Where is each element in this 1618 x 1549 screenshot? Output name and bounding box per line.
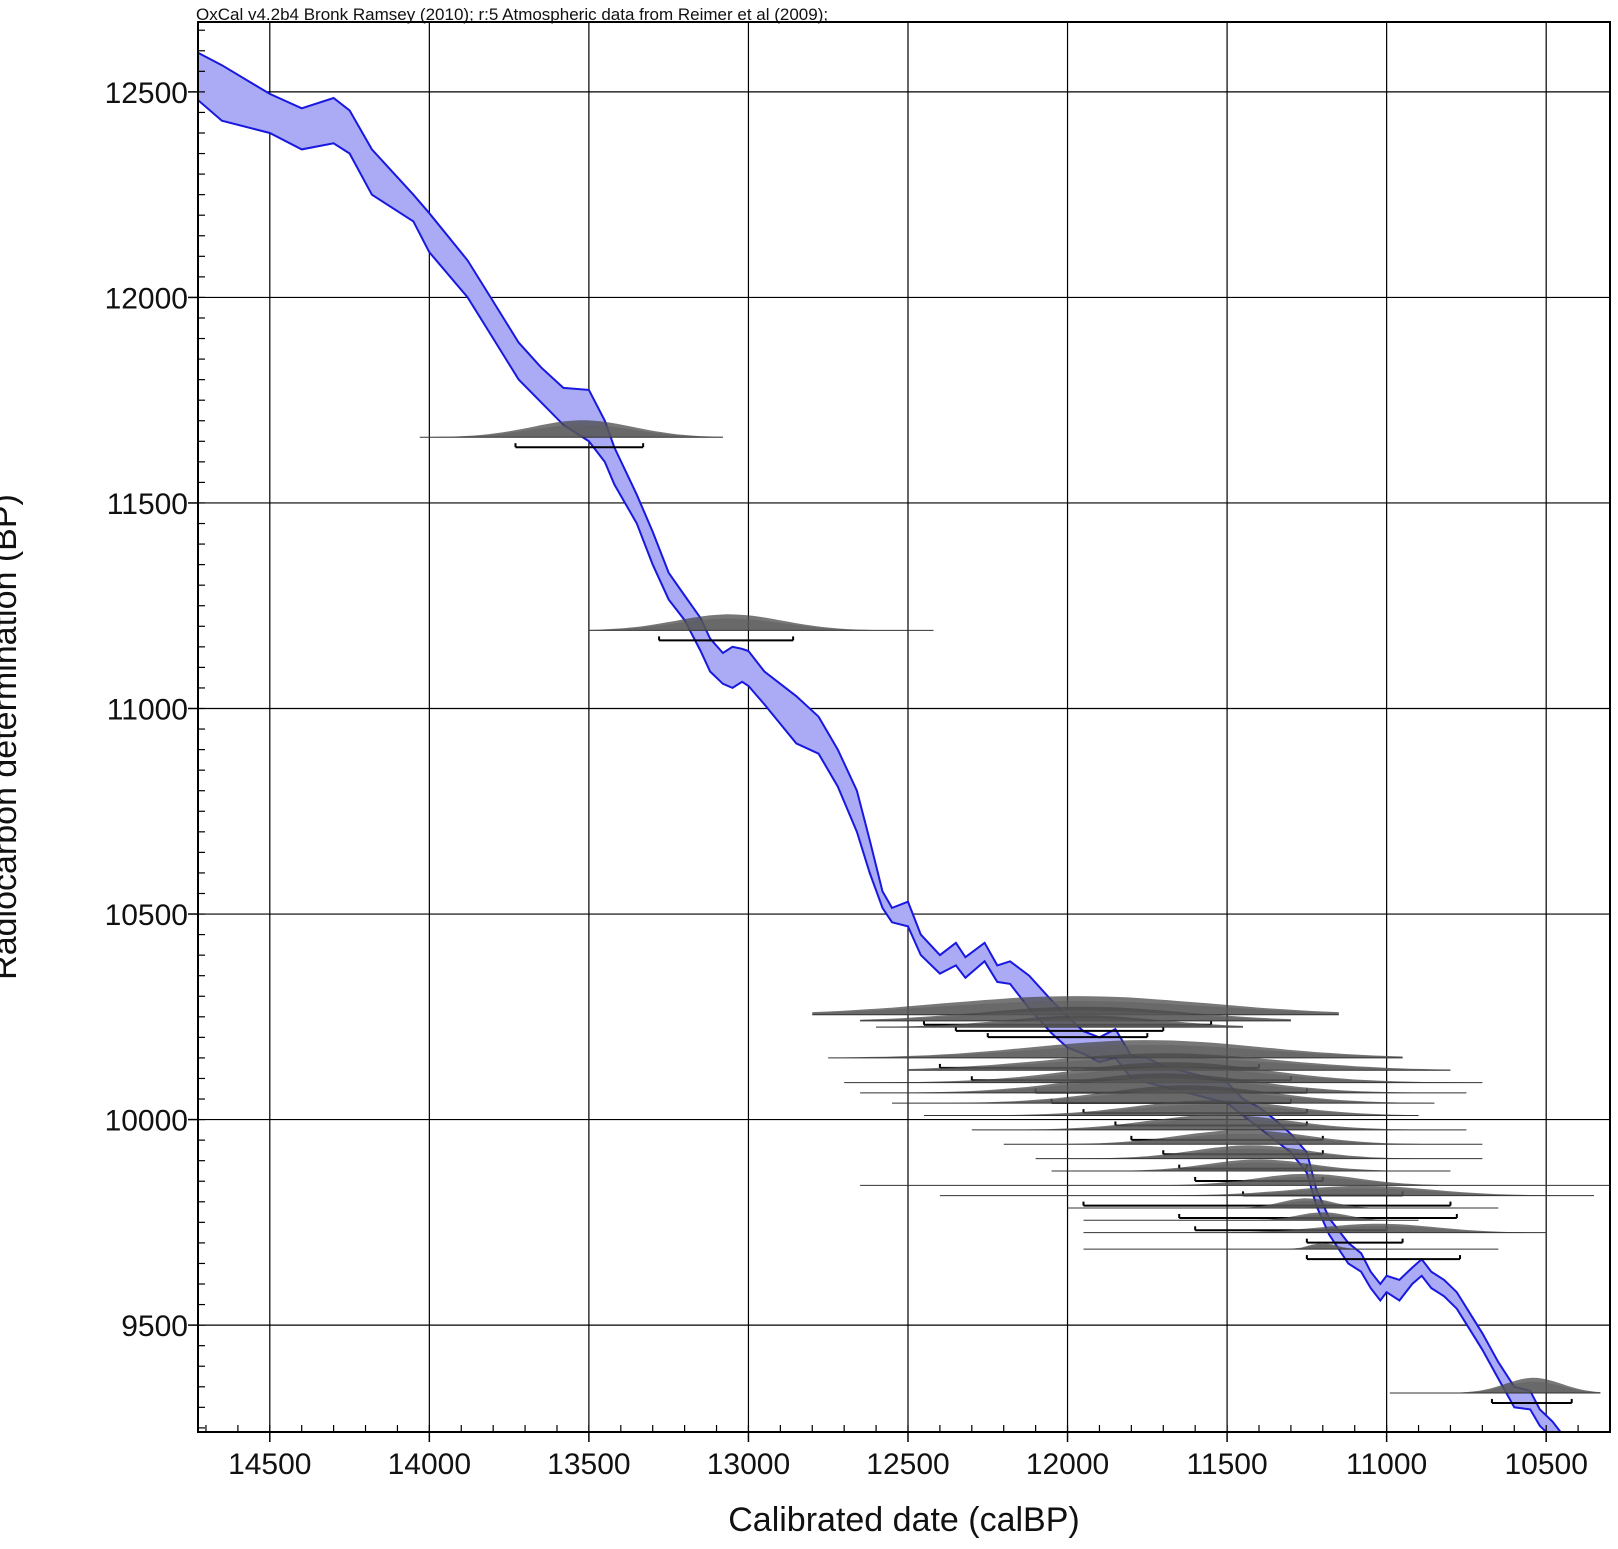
probability-distribution	[1389, 1377, 1601, 1404]
posterior-fill	[1083, 1242, 1499, 1250]
curve-upper-line	[198, 51, 1562, 1432]
posterior-fill	[1051, 1159, 1451, 1171]
x-tick-label: 11000	[1346, 1448, 1427, 1481]
posterior-fill	[923, 1100, 1419, 1116]
probability-distribution	[1083, 1242, 1499, 1261]
posterior-fill	[1003, 1130, 1483, 1145]
x-axis-title: Calibrated date (calBP)	[728, 1501, 1080, 1539]
x-tick-label: 14500	[228, 1448, 311, 1481]
grid-lines	[198, 22, 1610, 1432]
x-tick-label: 13000	[707, 1448, 790, 1481]
x-tick-label: 12000	[1026, 1448, 1109, 1481]
probability-distribution	[1067, 1198, 1499, 1219]
posterior-fill	[828, 1040, 1403, 1058]
posterior-fill	[844, 1062, 1483, 1083]
probability-distribution	[419, 420, 723, 449]
probability-distribution	[1051, 1159, 1451, 1182]
curve-lower-line	[198, 99, 1548, 1432]
y-axis-title: Radiocarbon determination (BP)	[0, 494, 24, 980]
probability-distribution	[860, 1173, 1610, 1197]
probability-distributions	[419, 420, 1610, 1404]
y-tick-label: 11500	[107, 488, 188, 521]
y-tick-label: 11000	[107, 694, 188, 727]
posterior-fill	[812, 996, 1339, 1015]
posterior-fill	[1083, 1212, 1419, 1221]
y-axis-ticks: 9500 10000 10500 11000 11500 12000 12500	[105, 29, 205, 1429]
chart-header: OxCal v4.2b4 Bronk Ramsey (2010); r:5 At…	[196, 5, 828, 24]
probability-distribution	[1083, 1223, 1547, 1244]
posterior-fill	[860, 1073, 1467, 1093]
posterior-fill	[1083, 1223, 1547, 1233]
y-tick-label: 12500	[105, 77, 188, 110]
x-tick-label: 13500	[547, 1448, 630, 1481]
posterior-fill	[939, 1185, 1594, 1196]
posterior-fill	[1067, 1198, 1499, 1208]
posterior-fill	[419, 420, 723, 438]
posterior-fill	[860, 1173, 1610, 1186]
posterior-fill	[876, 1015, 1243, 1028]
posterior-fill	[908, 1053, 1451, 1071]
x-axis-ticks: 14500 14000 13500 13000 12500 12000 11500 11000…	[205, 1425, 1611, 1481]
likelihood-fill	[1083, 1244, 1499, 1250]
calibration-curve	[198, 51, 1562, 1432]
posterior-fill	[588, 614, 934, 631]
y-tick-label: 10000	[105, 1105, 188, 1138]
y-tick-label: 9500	[121, 1310, 188, 1343]
probability-distribution	[588, 614, 934, 642]
x-tick-label: 11500	[1186, 1448, 1267, 1481]
curve-band	[198, 52, 1561, 1432]
posterior-fill	[860, 1006, 1291, 1021]
probability-distribution	[876, 1015, 1244, 1039]
y-tick-label: 12000	[105, 282, 188, 315]
posterior-fill	[1035, 1145, 1483, 1159]
plot-frame	[197, 21, 1611, 1433]
posterior-fill	[1389, 1377, 1601, 1393]
x-tick-label: 10500	[1504, 1448, 1587, 1481]
x-tick-label: 14000	[388, 1448, 471, 1481]
x-tick-label: 12500	[866, 1448, 949, 1481]
probability-distribution	[939, 1185, 1595, 1207]
y-tick-label: 10500	[105, 899, 188, 932]
posterior-fill	[892, 1085, 1435, 1104]
posterior-fill	[971, 1114, 1467, 1130]
